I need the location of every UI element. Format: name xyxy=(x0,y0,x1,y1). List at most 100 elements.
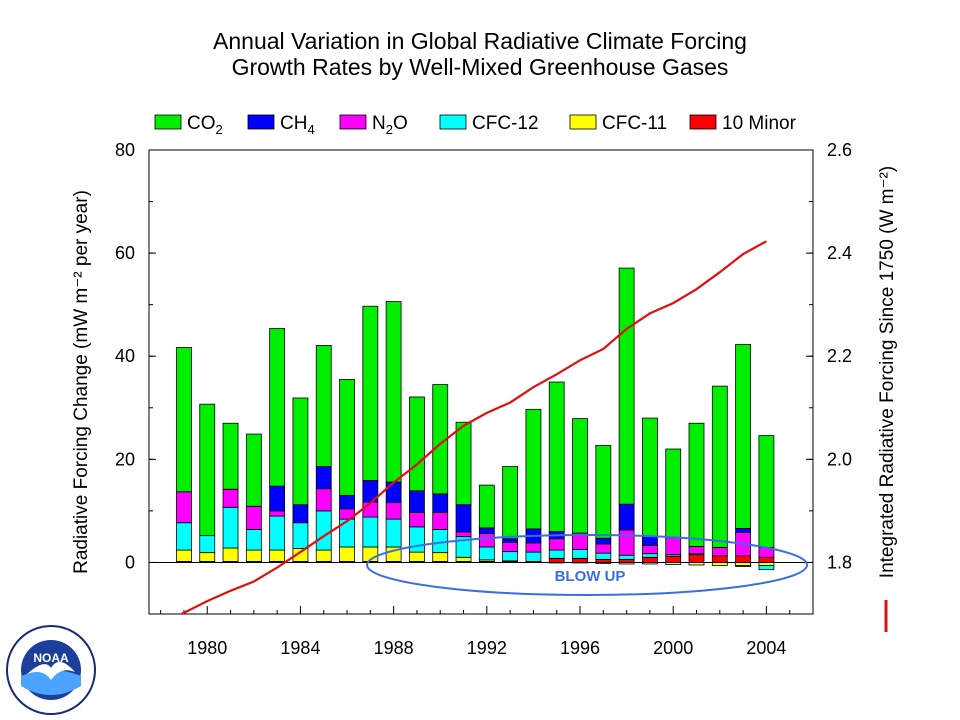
legend-label: CFC-12 xyxy=(472,113,539,134)
x-tick-label: 1988 xyxy=(374,638,414,658)
bar-co2-2004 xyxy=(758,435,775,548)
bar-co2-1995 xyxy=(548,381,565,532)
bar-n2o-1991 xyxy=(455,531,472,538)
bar-cfc-12-1981 xyxy=(222,506,239,549)
bar-co2-2003 xyxy=(735,343,752,529)
bar-n2o-1990 xyxy=(432,512,449,530)
bar-cfc-12-1989 xyxy=(409,526,425,553)
bar-co2-1988 xyxy=(385,301,402,483)
bar-ch4-1985 xyxy=(315,466,332,490)
y-tick-label: 60 xyxy=(115,243,135,263)
bar-cfc-11-1991 xyxy=(455,556,472,562)
bar-co2-1979 xyxy=(176,347,192,493)
line-group xyxy=(181,240,767,615)
y-tick-label: 0 xyxy=(125,552,135,572)
y-tick-label: 80 xyxy=(115,140,135,160)
bar-ch4-1989 xyxy=(409,490,425,513)
bar-co2-1992 xyxy=(478,484,495,529)
legend: CO2 CH4 N2O CFC-12 CFC-11 10 Minor xyxy=(154,113,797,137)
legend-swatch xyxy=(339,114,367,130)
blow-up-ellipse xyxy=(366,534,808,596)
chart-title: Annual Variation in Global Radiative Cli… xyxy=(0,28,960,80)
y-tick-label: 20 xyxy=(115,449,135,469)
bar-co2-1981 xyxy=(222,422,239,490)
legend-label: CO2 xyxy=(187,113,223,137)
bar-ch4-1984 xyxy=(292,504,309,524)
noaa-logo-text: NOAA xyxy=(33,651,69,665)
bar-n2o-1993 xyxy=(502,541,519,553)
y2-tick-label: 2.2 xyxy=(827,346,852,366)
bar-n2o-1992 xyxy=(478,533,495,548)
bar-cfc-12-1980 xyxy=(199,535,216,554)
bar-cfc-11-1982 xyxy=(245,549,262,562)
bar-ch4-1991 xyxy=(455,504,472,533)
bar-cfc-12-1984 xyxy=(292,522,309,549)
y2-tick-label: 1.8 xyxy=(827,552,852,572)
noaa-logo: NOAA xyxy=(6,625,96,715)
bar-cfc-12-2003 xyxy=(735,565,752,567)
blow-up-label: BLOW UP xyxy=(555,568,626,585)
bar-co2-1998 xyxy=(618,267,635,505)
bar-10-minor-2002 xyxy=(711,555,728,563)
bar-10-minor-2003 xyxy=(735,555,752,563)
bar-cfc-11-1985 xyxy=(315,549,332,562)
bar-cfc-11-1989 xyxy=(409,551,425,562)
legend-label: 10 Minor xyxy=(722,113,797,134)
bar-cfc-12-1988 xyxy=(385,518,402,548)
axis-ticks: 0 20 40 60 80 1.8 2.0 2.2 2.4 2.6 1980 1984 1988 1992… xyxy=(115,140,852,658)
bar-10-minor-2000 xyxy=(665,555,682,563)
annotation-group: BLOW UP xyxy=(366,534,808,596)
bar-co2-2002 xyxy=(711,385,728,548)
bar-co2-1985 xyxy=(315,344,332,467)
bar-ch4-1986 xyxy=(339,495,355,510)
bar-ch4-1999 xyxy=(642,535,658,546)
bar-co2-1987 xyxy=(362,305,379,481)
x-tick-label: 1984 xyxy=(280,638,320,658)
bar-cfc-12-1979 xyxy=(176,522,192,551)
bar-ch4-1992 xyxy=(478,527,495,534)
bar-cfc-12-1985 xyxy=(315,510,332,551)
bar-n2o-1998 xyxy=(618,529,635,556)
bar-n2o-2002 xyxy=(711,547,728,557)
legend-swatch xyxy=(569,114,597,130)
x-tick-label: 2000 xyxy=(653,638,693,658)
y2-tick-label: 2.4 xyxy=(827,243,852,263)
bar-cfc-12-1983 xyxy=(269,515,286,551)
bar-co2-1999 xyxy=(642,417,658,537)
plot-frame xyxy=(148,149,814,615)
bar-n2o-1997 xyxy=(595,543,612,554)
x-tick-label: 1992 xyxy=(467,638,507,658)
bar-ch4-1990 xyxy=(432,493,449,513)
bar-cfc-11-1980 xyxy=(199,552,216,562)
y2-axis-label: Integrated Radiative Forcing Since 1750 … xyxy=(877,166,898,578)
bar-n2o-1983 xyxy=(269,510,286,517)
legend-label: CH4 xyxy=(280,113,315,137)
legend-swatch xyxy=(689,114,717,130)
bar-cfc-12-1982 xyxy=(245,529,262,551)
y2-tick-label: 2.0 xyxy=(827,449,852,469)
bar-co2-2000 xyxy=(665,448,682,539)
bar-co2-1986 xyxy=(339,379,355,496)
bar-n2o-1979 xyxy=(176,491,192,524)
title-line-2: Growth Rates by Well-Mixed Greenhouse Ga… xyxy=(231,54,729,80)
bar-n2o-1989 xyxy=(409,512,425,528)
bar-co2-1989 xyxy=(409,396,425,492)
bar-ch4-1997 xyxy=(595,537,612,545)
axis-labels: Radiative Forcing Change (mW m⁻² per yea… xyxy=(71,166,898,632)
y-tick-label: 40 xyxy=(115,346,135,366)
bar-n2o-1982 xyxy=(245,505,262,530)
bar-n2o-1985 xyxy=(315,488,332,512)
bar-co2-1983 xyxy=(269,327,286,487)
bar-n2o-1981 xyxy=(222,488,239,508)
bar-n2o-1994 xyxy=(525,542,542,553)
bar-10-minor-2004 xyxy=(758,556,775,563)
bar-co2-1993 xyxy=(502,466,519,540)
bar-cfc-11-1983 xyxy=(269,549,286,562)
plot-border xyxy=(148,149,814,615)
bar-cfc-12-1995 xyxy=(548,549,565,559)
bar-ch4-1993 xyxy=(502,538,519,543)
bar-co2-2001 xyxy=(688,422,705,547)
bar-cfc-12-1987 xyxy=(362,516,379,548)
integrated-forcing-line xyxy=(181,240,767,615)
